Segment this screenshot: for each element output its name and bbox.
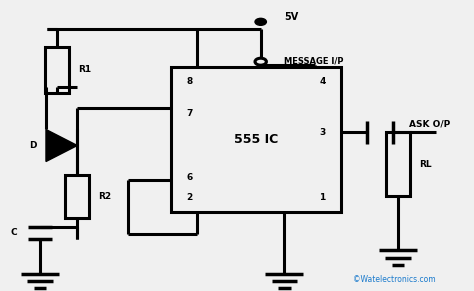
- Text: MESSAGE I/P: MESSAGE I/P: [284, 57, 344, 65]
- Circle shape: [255, 18, 266, 25]
- Bar: [45, 47, 69, 93]
- Text: 8: 8: [186, 77, 193, 86]
- Text: R1: R1: [78, 65, 91, 74]
- Text: RL: RL: [419, 160, 432, 169]
- Text: 4: 4: [319, 77, 326, 86]
- Text: 3: 3: [319, 128, 326, 137]
- Text: 2: 2: [186, 194, 193, 202]
- Text: 1: 1: [319, 194, 326, 202]
- Bar: [171, 67, 341, 212]
- Text: R2: R2: [99, 192, 112, 201]
- Text: C: C: [11, 228, 18, 237]
- Text: ASK O/P: ASK O/P: [409, 119, 450, 128]
- Text: 7: 7: [186, 109, 193, 118]
- Text: 555 IC: 555 IC: [234, 133, 278, 146]
- Text: 5V: 5V: [284, 13, 299, 22]
- Text: D: D: [29, 141, 37, 150]
- Polygon shape: [46, 129, 77, 162]
- Bar: [65, 175, 89, 218]
- Bar: [386, 132, 410, 196]
- Text: 6: 6: [186, 173, 193, 182]
- Text: ©Watelectronics.com: ©Watelectronics.com: [354, 275, 436, 284]
